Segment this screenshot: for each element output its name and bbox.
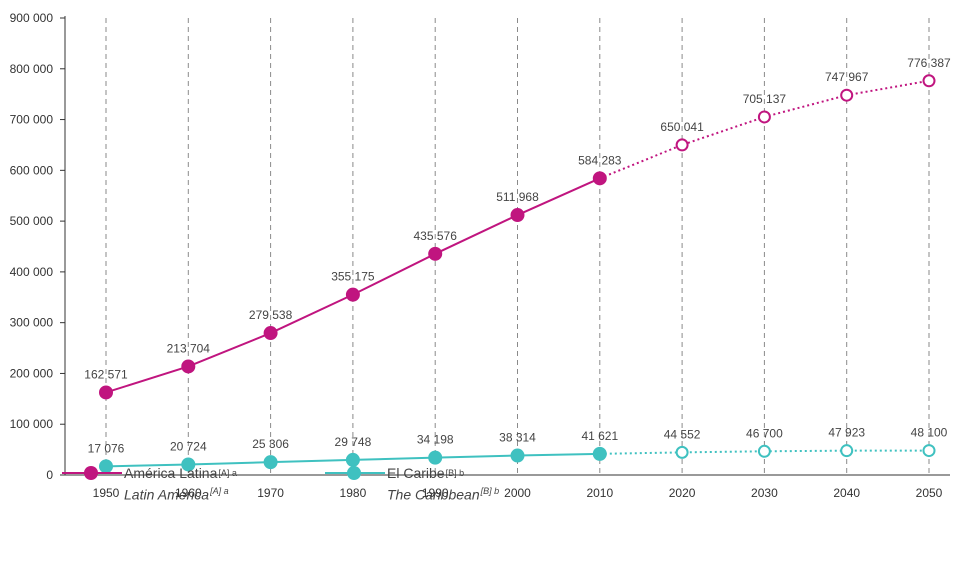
data-point-projected	[675, 445, 689, 459]
grid-lines	[105, 18, 930, 475]
data-point	[345, 287, 360, 302]
x-tick-label: 2030	[751, 486, 778, 500]
legend-sup-es: [B] b	[445, 468, 465, 478]
data-point-projected	[757, 110, 771, 124]
data-point	[592, 171, 607, 186]
x-tick-label: 1970	[257, 486, 284, 500]
data-label: 213 704	[167, 341, 211, 355]
axes: 0 100 000 200 000 300 000 400 000 500 000 600 …	[10, 11, 950, 500]
legend-sup-en: [B] b	[480, 486, 500, 496]
legend-swatch-caribbean	[325, 462, 385, 484]
data-label: 44 552	[664, 427, 701, 441]
x-tick-label: 2010	[586, 486, 613, 500]
data-label: 48 100	[911, 426, 948, 440]
data-label: 41 621	[581, 429, 618, 443]
x-tick-label: 2040	[833, 486, 860, 500]
legend-item-latin-america: América Latina [A] a Latin America[A] a	[62, 462, 237, 503]
data-label: 25 306	[252, 437, 289, 451]
y-tick-label: 500 000	[10, 214, 54, 228]
y-tick-label: 600 000	[10, 163, 54, 177]
data-label: 162 571	[84, 367, 128, 381]
data-label: 29 748	[335, 435, 372, 449]
y-tick-label: 700 000	[10, 113, 54, 127]
legend-swatch-latin-america	[62, 462, 122, 484]
data-point	[181, 359, 196, 374]
data-label: 705 137	[743, 92, 787, 106]
x-tick-label: 1960	[175, 486, 202, 500]
data-point	[99, 385, 113, 400]
data-point-projected	[840, 444, 854, 458]
x-tick-label: 2020	[669, 486, 696, 500]
series-layer	[99, 74, 936, 474]
legend-sup-es: [A] a	[218, 468, 237, 478]
data-point	[510, 208, 525, 223]
y-tick-label: 100 000	[10, 417, 54, 431]
data-label: 279 538	[249, 308, 293, 322]
data-point	[592, 446, 607, 461]
y-tick-label: 900 000	[10, 11, 54, 25]
y-tick-label: 800 000	[10, 62, 54, 76]
data-label: 355 175	[331, 270, 375, 284]
data-label: 435 576	[414, 229, 458, 243]
x-tick-label: 1980	[340, 486, 367, 500]
data-point	[181, 457, 196, 472]
data-label: 511 968	[496, 190, 539, 204]
data-label: 47 923	[828, 426, 865, 440]
data-point	[428, 450, 443, 465]
data-label: 34 198	[417, 433, 454, 447]
data-point	[263, 455, 278, 470]
data-label: 650 041	[660, 120, 704, 134]
data-label: 20 724	[170, 439, 207, 453]
data-point-projected	[757, 444, 771, 458]
data-point-projected	[675, 138, 689, 152]
data-label: 747 967	[825, 70, 869, 84]
legend-item-caribbean: El Caribe [B] b The Caribbean[B] b	[325, 462, 499, 503]
y-tick-label: 400 000	[10, 265, 54, 279]
x-tick-label: 1990	[422, 486, 449, 500]
x-tick-label: 2050	[916, 486, 943, 500]
legend-marker	[84, 466, 98, 480]
y-tick-label: 200 000	[10, 366, 54, 380]
data-labels: 162 571 213 704 279 538 355 175 435 576 511 9…	[84, 56, 951, 456]
data-point-projected	[922, 74, 936, 88]
x-tick-label: 1950	[93, 486, 120, 500]
y-tick-label: 0	[46, 468, 53, 482]
data-label: 38 314	[499, 431, 536, 445]
legend-label-en: Latin America	[124, 486, 210, 503]
legend-label-es: El Caribe	[387, 465, 445, 481]
x-tick-label: 2000	[504, 486, 531, 500]
y-tick-label: 300 000	[10, 316, 54, 330]
legend-marker	[347, 466, 361, 480]
legend-label-en: The Caribbean	[387, 486, 480, 503]
data-point	[510, 448, 525, 463]
data-point-projected	[840, 88, 854, 102]
legend-sup-en: [A] a	[210, 486, 229, 496]
data-point	[428, 246, 443, 261]
data-label: 584 283	[578, 153, 622, 167]
data-point-projected	[922, 444, 936, 458]
data-label: 46 700	[746, 426, 783, 440]
data-point	[263, 326, 278, 341]
legend-label-es: América Latina	[124, 465, 218, 481]
data-label: 776 387	[907, 56, 951, 70]
data-label: 17 076	[88, 441, 125, 455]
